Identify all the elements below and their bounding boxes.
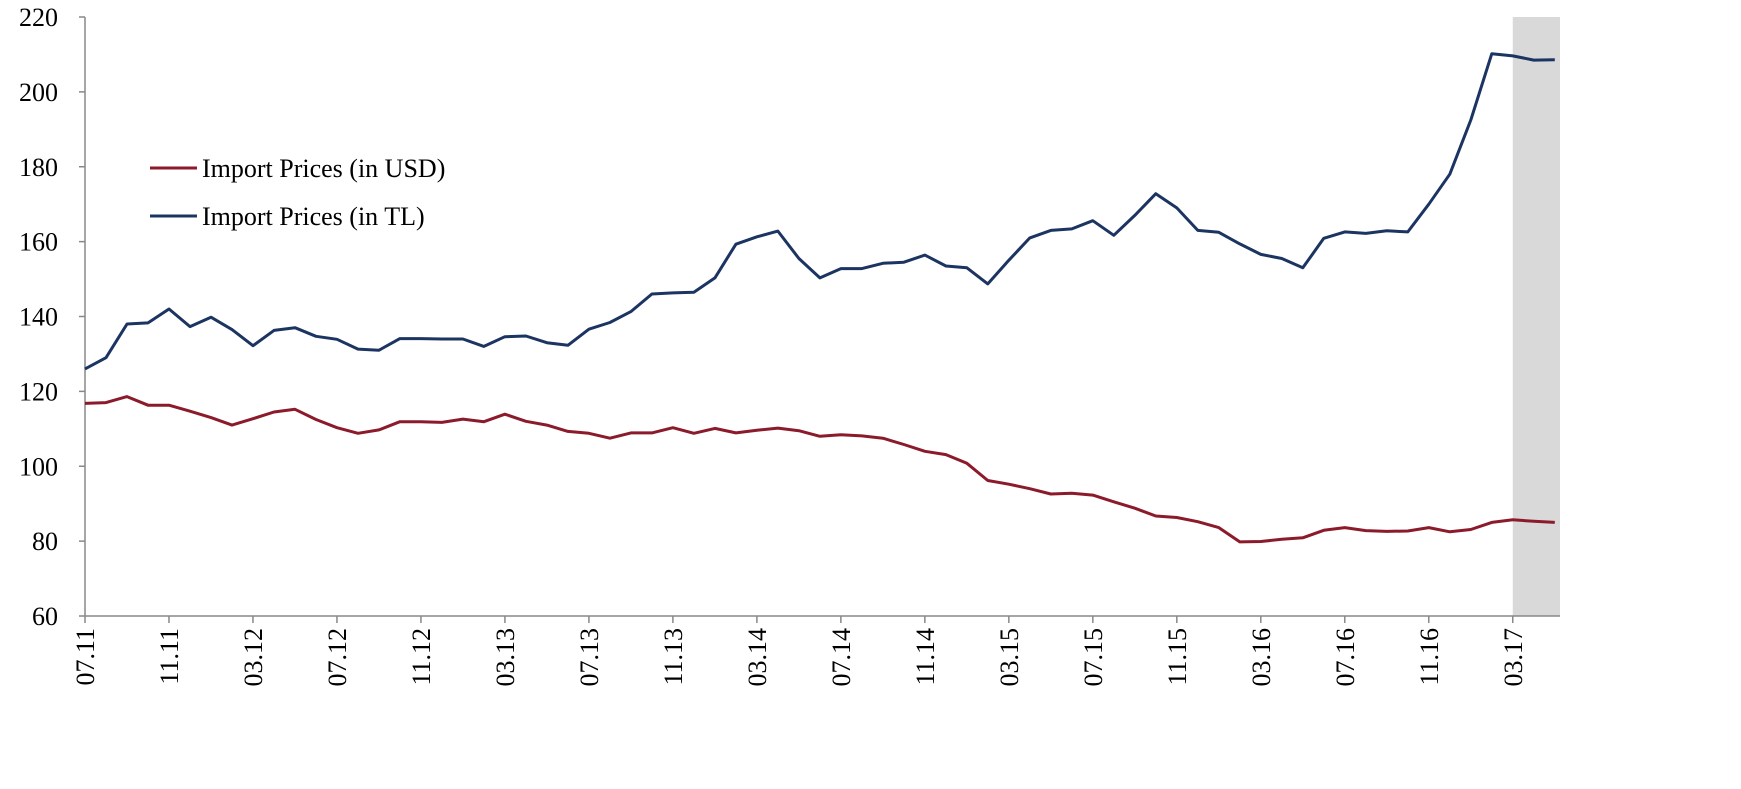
x-tick-label: 11.15	[1163, 628, 1192, 686]
legend-label: Import Prices (in TL)	[202, 202, 425, 231]
y-tick-label: 160	[19, 228, 58, 257]
x-tick-label: 11.12	[407, 628, 436, 686]
legend-label: Import Prices (in USD)	[202, 154, 445, 183]
x-tick-label: 03.15	[995, 628, 1024, 687]
series-line	[84, 52, 1555, 371]
y-tick-label: 180	[19, 153, 58, 182]
x-tick-label: 03.16	[1247, 628, 1276, 687]
x-tick-label: 07.16	[1331, 628, 1360, 687]
y-tick-label: 80	[32, 527, 58, 556]
y-tick-label: 220	[19, 3, 58, 32]
x-tick-label: 03.14	[743, 628, 772, 687]
y-tick-label: 200	[19, 78, 58, 107]
x-tick-label: 03.12	[239, 628, 268, 687]
x-tick-label: 07.13	[575, 628, 604, 687]
x-tick-label: 07.12	[323, 628, 352, 687]
x-tick-label: 11.13	[659, 628, 688, 686]
x-tick-label: 03.13	[491, 628, 520, 687]
y-tick-label: 60	[32, 602, 58, 631]
y-tick-label: 140	[19, 303, 58, 332]
series-line	[84, 395, 1555, 544]
y-tick-label: 120	[19, 377, 58, 406]
x-tick-label: 07.14	[827, 628, 856, 687]
forecast-shade	[1512, 17, 1560, 616]
x-tick-label: 07.11	[71, 628, 100, 686]
x-tick-label: 11.11	[155, 628, 184, 685]
y-tick-label: 100	[19, 452, 58, 481]
x-tick-label: 03.17	[1499, 628, 1528, 687]
x-tick-label: 07.15	[1079, 628, 1108, 687]
x-tick-label: 11.14	[911, 628, 940, 686]
x-tick-label: 11.16	[1415, 628, 1444, 686]
